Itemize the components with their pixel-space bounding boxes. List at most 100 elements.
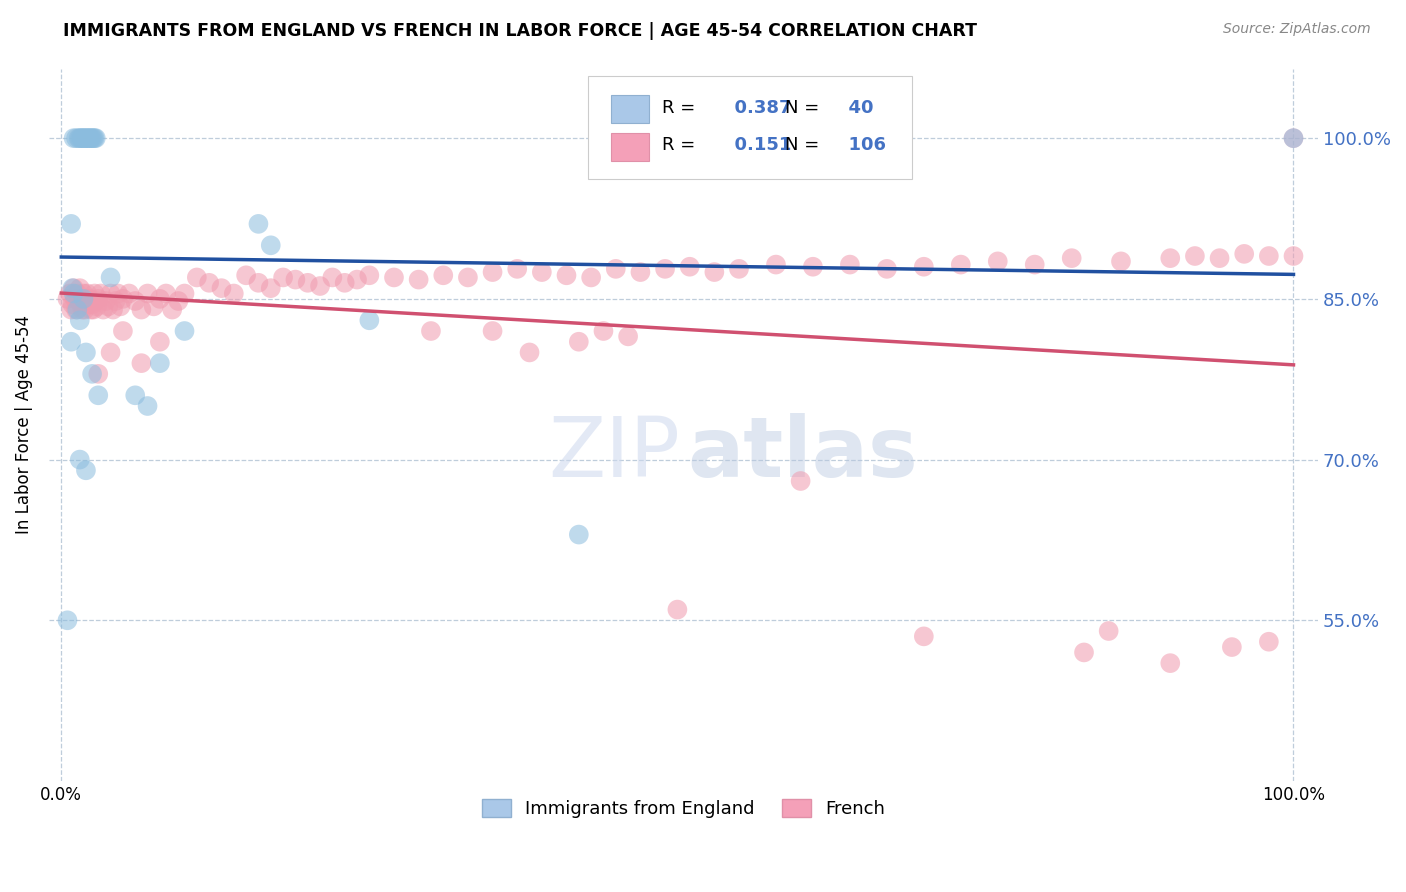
Point [1073, 645, 1095, 659]
Point [70, 131, 93, 145]
Point [1282, 131, 1305, 145]
Point [56, 613, 79, 627]
Point [72, 292, 94, 306]
Point [82, 302, 104, 317]
Point [481, 265, 503, 279]
Text: N =: N = [785, 99, 820, 117]
Y-axis label: In Labor Force | Age 45-54: In Labor Force | Age 45-54 [15, 315, 32, 534]
Point [111, 292, 134, 306]
Point [1159, 251, 1181, 265]
Bar [612, 95, 650, 123]
Point [90, 286, 112, 301]
Point [1159, 656, 1181, 670]
Point [186, 270, 208, 285]
Point [69, 452, 91, 467]
Point [247, 276, 270, 290]
Point [80, 302, 103, 317]
Point [67, 292, 90, 306]
Point [91, 302, 114, 317]
Point [107, 286, 129, 301]
Point [70, 131, 93, 145]
Point [765, 258, 787, 272]
Point [65, 131, 87, 145]
Point [728, 261, 751, 276]
Point [100, 286, 122, 301]
Point [568, 334, 591, 349]
Point [124, 388, 146, 402]
Point [73, 131, 96, 145]
Point [605, 261, 627, 276]
Point [155, 286, 177, 301]
Point [408, 272, 430, 286]
Point [83, 131, 105, 145]
Point [75, 131, 97, 145]
Point [76, 286, 98, 301]
Point [912, 629, 935, 643]
Point [77, 297, 100, 311]
Point [654, 261, 676, 276]
Point [912, 260, 935, 274]
Point [160, 302, 183, 317]
Point [260, 238, 283, 252]
Point [87, 367, 110, 381]
Point [568, 527, 591, 541]
Point [149, 356, 172, 370]
Point [73, 302, 96, 317]
Point [1109, 254, 1132, 268]
Legend: Immigrants from England, French: Immigrants from England, French [475, 791, 893, 825]
Point [1024, 258, 1046, 272]
Point [432, 268, 454, 283]
Point [1282, 249, 1305, 263]
Point [519, 345, 541, 359]
Point [131, 356, 153, 370]
Text: 0.387: 0.387 [721, 99, 792, 117]
Point [100, 270, 122, 285]
Point [1220, 640, 1243, 654]
Point [63, 292, 86, 306]
Text: ZIP: ZIP [548, 413, 679, 494]
Point [75, 345, 97, 359]
Point [167, 293, 190, 308]
Point [104, 293, 127, 308]
Point [506, 261, 529, 276]
Point [60, 334, 83, 349]
Point [94, 293, 117, 308]
Point [62, 281, 84, 295]
Point [309, 279, 332, 293]
Point [72, 131, 94, 145]
Point [136, 286, 159, 301]
FancyBboxPatch shape [588, 76, 912, 179]
Text: IMMIGRANTS FROM ENGLAND VS FRENCH IN LABOR FORCE | AGE 45-54 CORRELATION CHART: IMMIGRANTS FROM ENGLAND VS FRENCH IN LAB… [63, 22, 977, 40]
Text: N =: N = [785, 136, 820, 154]
Text: R =: R = [662, 136, 695, 154]
Point [77, 131, 100, 145]
Point [198, 276, 221, 290]
Point [84, 131, 107, 145]
Point [65, 302, 87, 317]
Point [211, 281, 233, 295]
Point [101, 302, 124, 317]
Point [136, 399, 159, 413]
Point [1184, 249, 1206, 263]
Point [333, 276, 356, 290]
Point [1098, 624, 1121, 638]
Point [876, 261, 898, 276]
Point [555, 268, 578, 283]
Point [173, 324, 195, 338]
Point [79, 292, 101, 306]
Point [110, 299, 132, 313]
Point [75, 463, 97, 477]
Point [1208, 251, 1230, 265]
Point [118, 286, 141, 301]
Point [60, 281, 83, 295]
Point [66, 286, 89, 301]
Point [579, 270, 602, 285]
Text: atlas: atlas [688, 413, 918, 494]
Point [1282, 131, 1305, 145]
Point [56, 292, 79, 306]
Point [1060, 251, 1083, 265]
Point [235, 268, 257, 283]
Point [420, 324, 443, 338]
Point [703, 265, 725, 279]
Point [247, 217, 270, 231]
